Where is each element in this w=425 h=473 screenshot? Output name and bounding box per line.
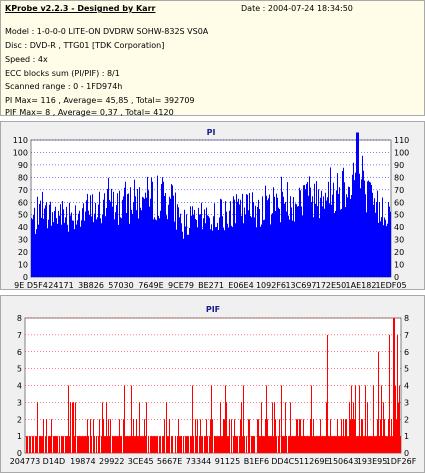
y-tick-label-right: 7 <box>404 331 409 340</box>
x-tick-label: 1DF26F <box>386 457 417 466</box>
x-tick-label: 1EDF05 <box>375 281 406 289</box>
y-tick-label: 0 <box>23 273 28 282</box>
chart-title: PI <box>207 128 216 137</box>
y-tick-label: 2 <box>17 415 22 424</box>
x-tick-label: 9CE79 <box>168 281 194 289</box>
y-tick-label: 4 <box>17 382 22 391</box>
x-tick-label: 13C697 <box>285 281 316 289</box>
y-tick-label: 20 <box>18 248 28 257</box>
y-tick-label-right: 1 <box>404 432 409 441</box>
x-tick-label: 5667E <box>157 457 182 466</box>
y-tick-label: 40 <box>18 223 28 232</box>
x-tick-label: 9E D5F4 <box>14 281 48 289</box>
x-tick-label: 57030 <box>108 281 133 289</box>
x-tick-label: DD4C5 <box>271 457 299 466</box>
x-tick-label: 150643 <box>328 457 359 466</box>
scan-date: Date : 2004-07-24 18:34:50 <box>241 4 353 13</box>
pif-series <box>26 318 401 453</box>
x-tick-label: BE271 <box>198 281 224 289</box>
x-tick-label: 7649E <box>138 281 163 289</box>
x-tick-label: 24171 <box>48 281 73 289</box>
chart-title: PIF <box>206 305 220 314</box>
y-tick-label: 1 <box>17 432 22 441</box>
y-tick-label: 0 <box>17 449 22 458</box>
info-pif-summary: PIF Max= 8 , Average= 0,37 , Total= 4120 <box>5 108 174 117</box>
info-disc: Disc : DVD-R , TTG01 [TDK Corporation] <box>5 41 165 50</box>
info-speed: Speed : 4x <box>5 55 48 64</box>
pi-series <box>31 132 391 277</box>
y-tick-label-right: 4 <box>404 382 409 391</box>
app-title: KProbe v2.2.3 - Designed by Karr <box>5 4 156 13</box>
y-tick-label-right: 20 <box>394 248 404 257</box>
info-model: Model : 1-0-0-0 LITE-ON DVDRW SOHW-832S … <box>5 27 209 36</box>
y-tick-label-right: 110 <box>394 136 409 145</box>
y-tick-label-right: 60 <box>394 198 404 207</box>
y-tick-label-right: 2 <box>404 415 409 424</box>
x-tick-label: 3B826 <box>78 281 104 289</box>
y-tick-label: 100 <box>13 148 28 157</box>
x-tick-label: E06E4 <box>228 281 253 289</box>
y-tick-label-right: 0 <box>394 273 399 282</box>
y-tick-label-right: 6 <box>404 348 409 357</box>
y-tick-label: 10 <box>18 261 28 270</box>
x-tick-label: 1092F6 <box>256 281 286 289</box>
y-tick-label-right: 10 <box>394 261 404 270</box>
pi-chart: PI 0 0 10 10 20 20 30 30 40 40 50 50 60 60 70 70 80 80 90 90… <box>13 128 410 289</box>
x-tick-label: 11269E <box>299 457 330 466</box>
x-tick-label: 29922 <box>99 457 124 466</box>
y-tick-label-right: 30 <box>394 236 404 245</box>
y-tick-label: 5 <box>17 365 22 374</box>
y-tick-label: 80 <box>18 173 28 182</box>
info-ecc-blocks: ECC blocks sum (PI/PIF) : 8/1 <box>5 69 120 78</box>
y-tick-label: 50 <box>18 211 28 220</box>
x-tick-label: 193E95 <box>357 457 388 466</box>
x-tick-label: 3CE45 <box>128 457 154 466</box>
y-tick-label: 90 <box>18 161 28 170</box>
x-tick-label: 172E50 <box>316 281 347 289</box>
y-tick-label-right: 0 <box>404 449 409 458</box>
y-tick-label-right: 5 <box>404 365 409 374</box>
y-tick-label: 60 <box>18 198 28 207</box>
y-tick-label: 70 <box>18 186 28 195</box>
pi-chart-panel: PI 0 0 10 10 20 20 30 30 40 40 50 50 60 60 70 70 80 80 90 90… <box>0 121 425 290</box>
y-tick-label-right: 90 <box>394 161 404 170</box>
y-tick-label-right: 100 <box>394 148 409 157</box>
y-tick-label-right: 8 <box>404 314 409 323</box>
y-tick-label-right: 80 <box>394 173 404 182</box>
info-panel: KProbe v2.2.3 - Designed by Karr Date : … <box>0 0 425 117</box>
x-tick-label: 19874 <box>70 457 95 466</box>
info-pi-summary: PI Max= 116 , Average= 45,85 , Total= 39… <box>5 96 195 105</box>
x-tick-label: 1AE182 <box>346 281 377 289</box>
pif-chart: PIF 0 0 1 1 2 2 3 3 4 4 5 5 6 6 7 7 8 8 204773 D14D 19874 2992… <box>10 305 417 466</box>
y-tick-label: 8 <box>17 314 22 323</box>
x-tick-label: 91125 <box>215 457 240 466</box>
y-tick-label-right: 40 <box>394 223 404 232</box>
y-tick-label-right: 50 <box>394 211 404 220</box>
y-tick-label: 3 <box>17 398 22 407</box>
y-tick-label: 7 <box>17 331 22 340</box>
info-scanned-range: Scanned range : 0 - 1FD974h <box>5 82 123 91</box>
x-tick-label: 73344 <box>186 457 211 466</box>
x-tick-label: 204773 <box>10 457 41 466</box>
x-tick-label: D14D <box>43 457 66 466</box>
x-tick-label: B1EF6 <box>244 457 269 466</box>
y-tick-label: 6 <box>17 348 22 357</box>
y-tick-label-right: 70 <box>394 186 404 195</box>
y-tick-label-right: 3 <box>404 398 409 407</box>
y-tick-label: 30 <box>18 236 28 245</box>
pif-chart-panel: PIF 0 0 1 1 2 2 3 3 4 4 5 5 6 6 7 7 8 8 204773 D14D 19874 2992… <box>0 295 425 473</box>
y-tick-label: 110 <box>13 136 28 145</box>
